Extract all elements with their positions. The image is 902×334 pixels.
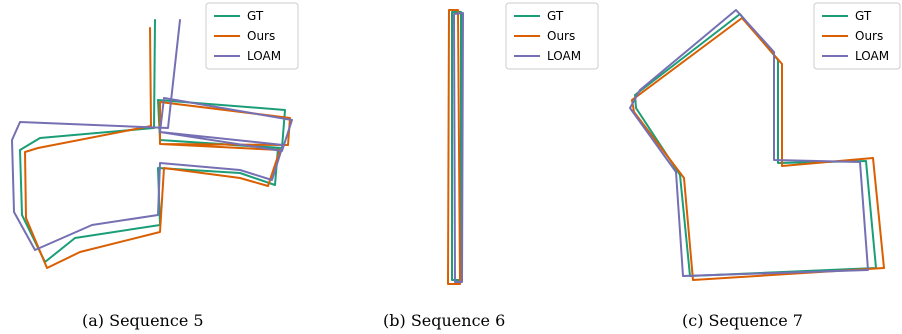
legend-a: GT Ours LOAM [205,2,299,70]
legend-c: GT Ours LOAM [813,2,901,70]
trajectory-plot-b [447,9,464,285]
series-line-ours-c [631,17,885,281]
series-line-ours-a [24,27,291,269]
caption-c: (c) Sequence 7 [682,311,803,330]
legend-a-ours-label: Ours [247,29,275,43]
legend-a-gt-label: GT [247,9,264,23]
series-line-loam-b [453,12,464,283]
trajectory-plot-a [11,19,293,269]
legend-b-ours-label: Ours [547,29,575,43]
legend-b: GT Ours LOAM [505,2,599,70]
series-line-loam-a [11,19,293,251]
plots-layer [11,9,885,285]
legend-c-loam-label: LOAM [855,49,889,63]
legend-b-gt-label: GT [547,9,564,23]
legend-c-ours-label: Ours [855,29,883,43]
series-line-ours-b [447,9,461,285]
caption-b: (b) Sequence 6 [383,311,505,330]
legend-b-loam-label: LOAM [547,49,581,63]
trajectory-plot-c [629,9,885,281]
legend-a-loam-label: LOAM [247,49,281,63]
caption-a: (a) Sequence 5 [82,311,204,330]
series-line-loam-c [629,9,869,277]
legend-c-gt-label: GT [855,9,872,23]
